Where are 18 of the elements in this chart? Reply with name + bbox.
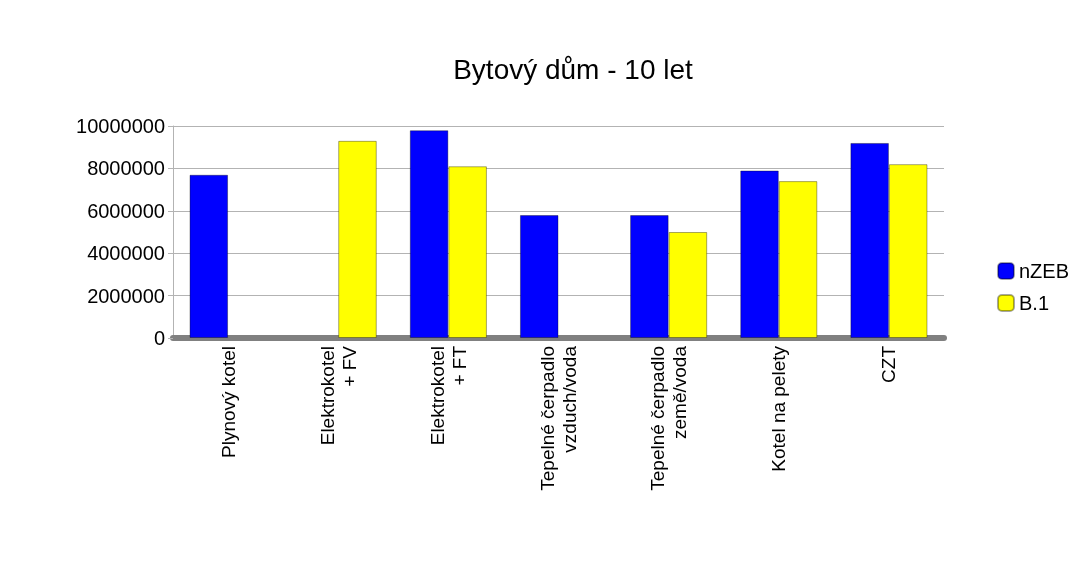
x-tick-label: Kotel na pelety <box>768 345 790 472</box>
x-tick-label: Elektrokotel + FV <box>316 345 360 446</box>
y-tick-label: 4000000 <box>87 242 165 265</box>
bar <box>519 215 559 338</box>
legend-label: nZEB <box>1018 260 1070 282</box>
x-tick-label: CZT <box>878 345 900 383</box>
legend-label: B.1 <box>1018 292 1050 314</box>
y-tick-label: 2000000 <box>87 284 165 307</box>
x-tick-label: Tepelné čerpadlo vzduch/voda <box>537 345 580 491</box>
y-tick-label: 0 <box>153 327 165 349</box>
chart-title: Bytový dům - 10 let <box>453 53 694 85</box>
bar <box>189 174 229 338</box>
bar <box>338 140 377 338</box>
y-tick-label: 6000000 <box>87 199 165 222</box>
y-tick-label: 10000000 <box>76 115 165 137</box>
x-tick-label: Plynový kotel <box>217 346 239 458</box>
y-tick-label: 8000000 <box>87 157 165 180</box>
x-tick-label: Elektrokotel + FT <box>426 345 470 446</box>
